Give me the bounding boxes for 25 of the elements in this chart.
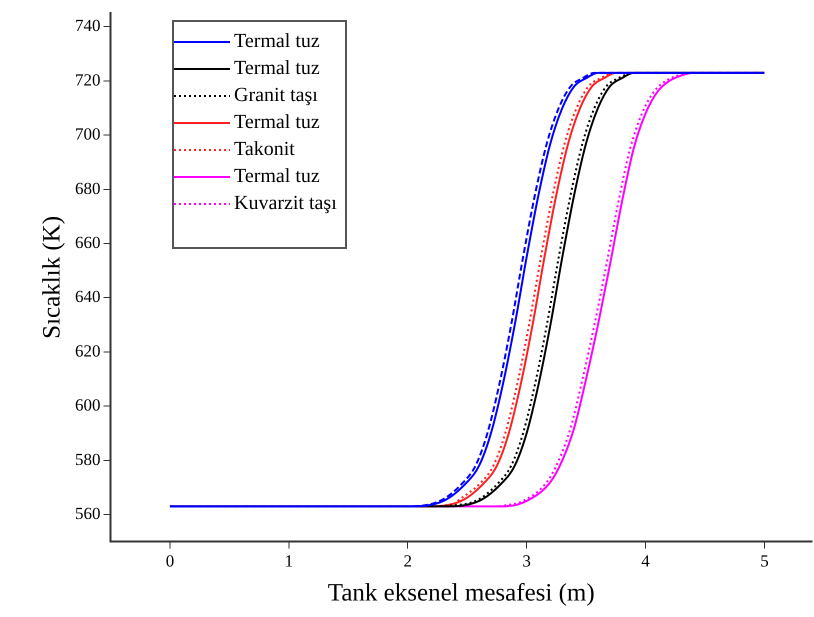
- legend-label: Termal tuz: [234, 111, 320, 134]
- y-tick-label: 660: [75, 232, 100, 252]
- x-tick-label: 3: [522, 551, 531, 570]
- y-tick-label: 720: [75, 70, 100, 90]
- y-tick-label: 740: [75, 16, 100, 36]
- x-tick-label: 1: [284, 551, 294, 570]
- x-tick-label: 2: [403, 551, 412, 570]
- legend-label: Granit taşı: [234, 84, 318, 107]
- x-tick-label: 5: [760, 551, 769, 570]
- y-tick-label: 680: [75, 178, 100, 198]
- y-tick-label: 640: [75, 287, 100, 306]
- legend-label: Takonit: [234, 138, 295, 161]
- legend-label: Termal tuz: [234, 165, 320, 188]
- x-axis-title: Tank eksenel mesafesi (m): [328, 580, 595, 607]
- y-tick-label: 700: [75, 124, 100, 144]
- y-tick-label: 580: [75, 450, 100, 469]
- y-axis-title: Sıcaklık (K): [38, 216, 66, 339]
- legend-label: Termal tuz: [234, 57, 320, 80]
- x-tick-label: 4: [641, 551, 650, 570]
- y-tick-label: 620: [75, 341, 100, 360]
- y-tick-label: 560: [75, 504, 100, 523]
- legend-label: Termal tuz: [234, 30, 320, 53]
- x-tick-label: 0: [166, 551, 174, 570]
- legend-label: Kuvarzit taşı: [234, 192, 337, 215]
- y-tick-label: 600: [75, 396, 100, 415]
